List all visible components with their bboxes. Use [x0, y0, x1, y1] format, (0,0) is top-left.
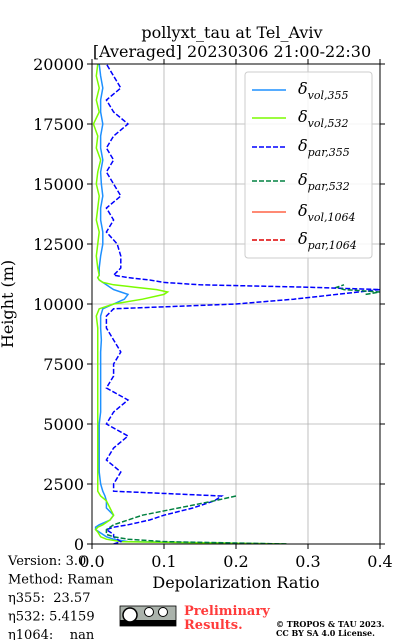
x-tick-label: 0.1 — [151, 552, 176, 571]
y-tick-label: 17500 — [33, 115, 84, 134]
y-tick-label: 2500 — [43, 475, 84, 494]
chart-title: pollyxt_tau at Tel_Aviv — [141, 23, 322, 42]
ticks: 0.0 0.1 0.2 0.3 0.4 0 2500 5000 7500 10000 12500 15… — [33, 55, 393, 571]
annotation: Method: Raman — [8, 573, 114, 588]
y-tick-label: 10000 — [33, 295, 84, 314]
annotation: Version: 3.0 — [7, 554, 86, 569]
legend-label: δpar,532 — [298, 170, 350, 193]
annotation: η532: 5.4159 — [8, 610, 95, 625]
legend-label: δpar,355 — [298, 136, 350, 159]
x-tick-label: 0.0 — [79, 552, 104, 571]
x-axis-label: Depolarization Ratio — [152, 573, 319, 592]
annotation: η355: 23.57 — [8, 591, 90, 606]
y-tick-label: 20000 — [33, 55, 84, 74]
legend-label: δvol,532 — [298, 107, 349, 130]
plot-lines — [92, 64, 380, 544]
cc-logo — [119, 605, 177, 627]
series-line — [104, 64, 380, 544]
legend-label: δpar,1064 — [298, 229, 357, 252]
chart-subtitle: [Averaged] 20230306 21:00-22:30 — [93, 42, 371, 61]
annotation: η1064: nan — [8, 628, 95, 640]
legend-label: δvol,1064 — [298, 201, 356, 224]
y-tick-label: 0 — [74, 535, 84, 554]
y-tick-label: 12500 — [33, 235, 84, 254]
x-tick-label: 0.4 — [367, 552, 392, 571]
y-axis-label: Height (m) — [0, 260, 17, 348]
copyright: © TROPOS & TAU 2023. — [276, 619, 385, 629]
y-tick-label: 15000 — [33, 175, 84, 194]
series-line — [92, 64, 287, 544]
legend: δvol,355 δvol,532 δpar,355 δpar,532 δvol,106… — [252, 79, 357, 252]
legend-label: δvol,355 — [298, 79, 349, 102]
y-tick-label: 5000 — [43, 415, 84, 434]
watermark: Preliminary — [184, 604, 270, 619]
watermark: Results. — [184, 618, 243, 633]
x-tick-label: 0.3 — [295, 552, 320, 571]
copyright: CC BY SA 4.0 License. — [276, 628, 375, 638]
y-tick-label: 7500 — [43, 355, 84, 374]
annotations: Version: 3.0 Method: Raman η355: 23.57 η532… — [7, 554, 385, 640]
series-line — [105, 284, 380, 544]
x-tick-label: 0.2 — [223, 552, 248, 571]
